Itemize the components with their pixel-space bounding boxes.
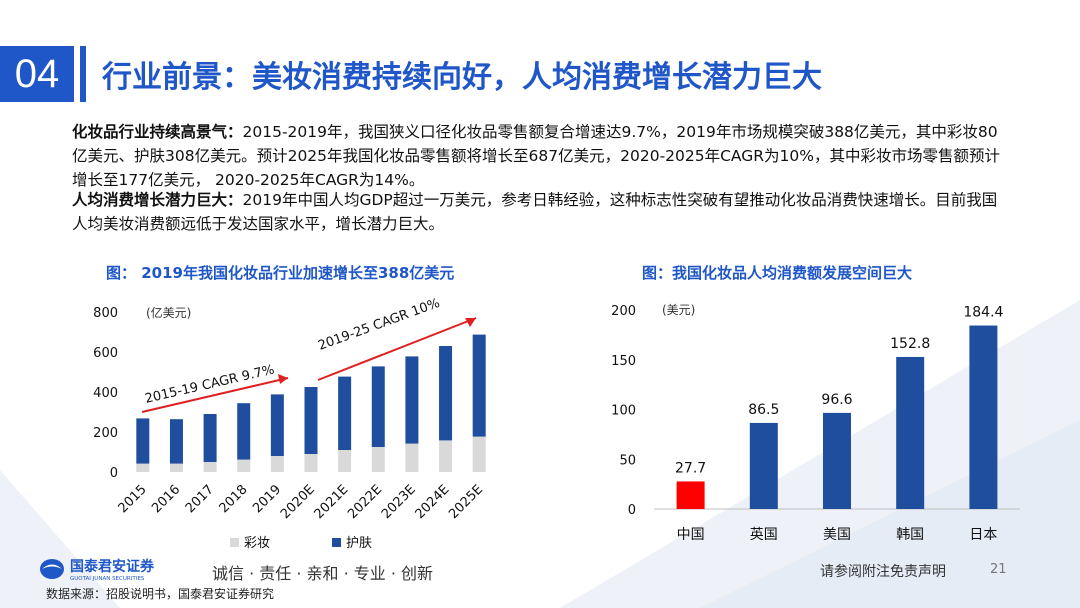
chart2-data-label: 86.5 [748, 402, 779, 418]
legend-skincare-label: 护肤 [346, 536, 372, 551]
logo-en-text: GUOTAI JUNAN SECURITIES [70, 576, 145, 582]
chart2-bar [749, 422, 778, 509]
chart2-xtick-label: 中国 [677, 527, 705, 540]
chart-per-capita-spend: (美元) 0 50 100 150 200 27.7 86.5 96.6 152.8 184.4… [611, 303, 1020, 540]
chart1-bar-skincare [136, 418, 150, 464]
chart2-data-label: 96.6 [821, 392, 852, 408]
paragraph-per-capita-text: 2019年中国人均GDP超过一万美元，参考日韩经验，这种标志性突破有望推动化妆品… [72, 191, 998, 233]
cagr-label-2: 2019-25 CAGR 10% [316, 296, 442, 354]
chart1-bar-makeup [270, 456, 284, 472]
company-slogan: 诚信 · 责任 · 亲和 · 专业 · 创新 [212, 564, 434, 583]
chart1-bar-skincare [405, 356, 419, 444]
section-accent-bar [80, 46, 86, 102]
paragraph-per-capita-heading: 人均消费增长潜力巨大： [72, 191, 243, 209]
chart1-bar-skincare [304, 387, 318, 454]
chart1-xtick-label: 2024E [413, 482, 453, 522]
chart1-bar-skincare [472, 334, 486, 437]
chart2-data-label: 184.4 [963, 305, 1003, 321]
legend-skincare-swatch [332, 538, 341, 547]
chart2-ytick-label: 100 [611, 404, 636, 419]
chart2-xtick-label: 英国 [750, 526, 778, 540]
paragraph-industry: 化妆品行业持续高景气：2015-2019年，我国狭义口径化妆品零售额复合增速达9… [72, 120, 1012, 192]
chart1-bar-skincare [237, 403, 251, 460]
chart1-xtick-label: 2020E [278, 482, 318, 522]
chart1-bar-makeup [237, 459, 251, 472]
chart1-bar-skincare [270, 394, 284, 456]
chart1-xtick-label: 2025E [446, 482, 486, 522]
chart1-bar-makeup [439, 440, 453, 472]
chart1-bar-makeup [203, 462, 217, 472]
chart1-ytick-label: 400 [93, 386, 118, 401]
chart1-xtick-label: 2021E [312, 482, 352, 522]
chart1-bar-skincare [439, 346, 453, 441]
chart1-bar-skincare [371, 366, 385, 447]
chart1-bar-makeup [472, 436, 486, 472]
chart1-ytick-label: 600 [93, 346, 118, 361]
paragraph-industry-heading: 化妆品行业持续高景气： [72, 123, 243, 141]
chart1-ytick-label: 200 [93, 426, 118, 441]
chart2-bar [676, 481, 705, 509]
chart1-xtick-label: 2022E [345, 482, 385, 522]
chart1-title: 图： 2019年我国化妆品行业加速增长至388亿美元 [106, 264, 455, 282]
chart2-ytick-label: 0 [628, 503, 636, 518]
paragraph-industry-text: 2015-2019年，我国狭义口径化妆品零售额复合增速达9.7%，2019年市场… [72, 123, 1000, 189]
paragraph-per-capita: 人均消费增长潜力巨大：2019年中国人均GDP超过一万美元，参考日韩经验，这种标… [72, 188, 1012, 236]
cagr-arrow-1 [141, 374, 289, 413]
chart1-xtick-label: 2018 [217, 482, 251, 516]
chart1-bar-makeup [169, 463, 183, 472]
chart1-bar-skincare [338, 376, 352, 450]
chart1-bar-skincare [169, 419, 183, 464]
data-source: 数据来源：招股说明书，国泰君安证券研究 [46, 587, 275, 601]
chart2-data-label: 152.8 [890, 336, 930, 352]
section-number: 04 [0, 46, 74, 102]
chart1-bar-makeup [304, 454, 318, 472]
chart2-xtick-label: 日本 [969, 527, 997, 540]
chart2-bar [823, 412, 851, 509]
chart1-xtick-label: 2017 [183, 482, 217, 516]
chart1-xtick-label: 2023E [379, 482, 419, 522]
chart1-bar-makeup [136, 463, 150, 472]
chart2-ytick-label: 50 [619, 453, 636, 468]
chart2-bar [969, 325, 998, 509]
disclaimer-link[interactable]: 请参阅附注免责声明 [820, 564, 946, 580]
chart1-bar-skincare [203, 414, 217, 462]
cagr-arrow-2 [317, 317, 477, 381]
chart2-bar [896, 356, 925, 509]
chart-cosmetics-market: (亿美元) 0 200 400 600 800 2015 2016 2017 2018 2019… [93, 296, 486, 551]
chart2-ytick-label: 150 [611, 354, 636, 369]
legend-makeup-swatch [230, 538, 239, 547]
page-number: 21 [990, 562, 1007, 577]
chart1-ytick-label: 0 [110, 466, 118, 481]
chart1-xtick-label: 2016 [149, 482, 183, 516]
chart2-unit-label: (美元) [662, 303, 695, 317]
chart2-xtick-label: 韩国 [896, 527, 924, 540]
chart2-ytick-label: 200 [611, 304, 636, 319]
company-logo: 国泰君安证券 GUOTAI JUNAN SECURITIES [40, 558, 155, 582]
chart2-title: 图：我国化妆品人均消费额发展空间巨大 [642, 264, 913, 282]
page-title: 行业前景：美妆消费持续向好，人均消费增长潜力巨大 [102, 60, 822, 95]
chart1-bar-makeup [405, 443, 419, 472]
chart1-bar-makeup [371, 447, 385, 472]
logo-cn-text: 国泰君安证券 [70, 558, 155, 575]
chart1-bar-makeup [338, 450, 352, 472]
chart1-ytick-label: 800 [93, 306, 118, 321]
chart2-data-label: 27.7 [675, 460, 706, 476]
chart1-xtick-label: 2015 [116, 482, 150, 516]
legend-makeup-label: 彩妆 [244, 536, 270, 551]
chart2-xtick-label: 美国 [823, 527, 851, 540]
chart1-unit-label: (亿美元) [146, 305, 191, 320]
